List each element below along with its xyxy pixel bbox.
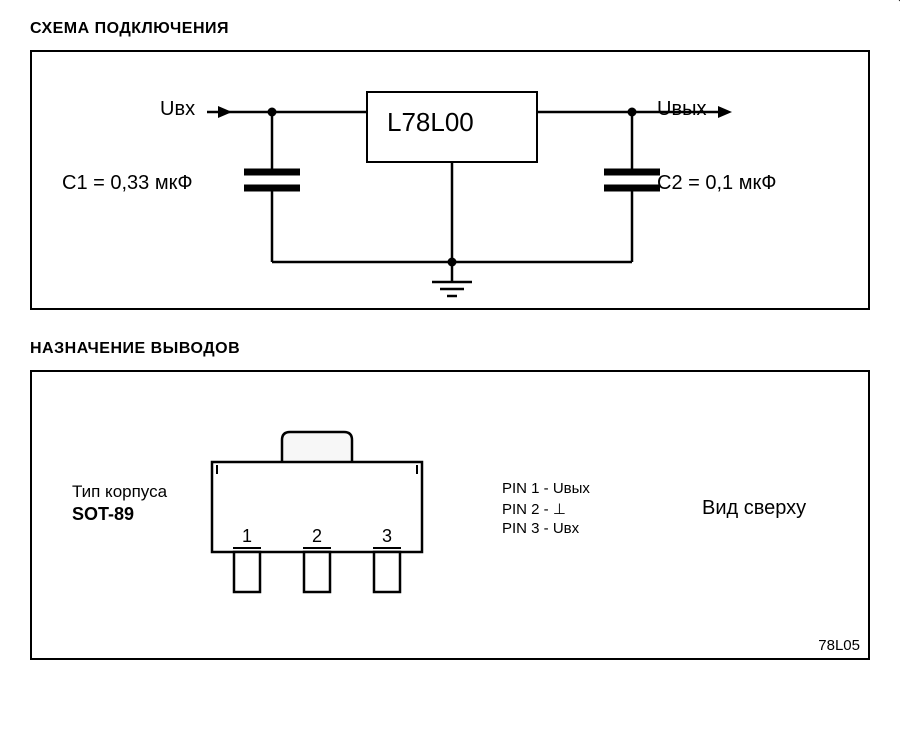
c2-label: С2 = 0,1 мкФ	[657, 172, 776, 195]
page-corner-tab	[866, 0, 900, 34]
pin3-desc: PIN 3 - Uвх	[502, 520, 579, 537]
package-label: Тип корпуса	[72, 482, 167, 502]
svg-text:2: 2	[312, 526, 322, 546]
circuit-panel: Uвх Uвых L78L00 С1 = 0,33 мкФ С2 = 0,1 м…	[30, 50, 870, 310]
package-type: SOT-89	[72, 504, 134, 525]
svg-text:1: 1	[242, 526, 252, 546]
section2-title: НАЗНАЧЕНИЕ ВЫВОДОВ	[30, 340, 870, 358]
svg-text:3: 3	[382, 526, 392, 546]
view-label: Вид сверху	[702, 497, 806, 520]
pinout-panel: 1 2 3 Тип корпуса SOT-89 PIN 1 - Uвых PIN …	[30, 370, 870, 660]
ic-label: L78L00	[387, 107, 474, 138]
section1-title: СХЕМА ПОДКЛЮЧЕНИЯ	[30, 20, 870, 38]
pin1-desc: PIN 1 - Uвых	[502, 480, 590, 497]
input-label: Uвх	[160, 98, 195, 121]
pin2-desc: PIN 2 - ⊥	[502, 500, 566, 518]
output-label: Uвых	[657, 98, 706, 121]
c1-label: С1 = 0,33 мкФ	[62, 172, 193, 195]
footer-code: 78L05	[818, 637, 860, 654]
